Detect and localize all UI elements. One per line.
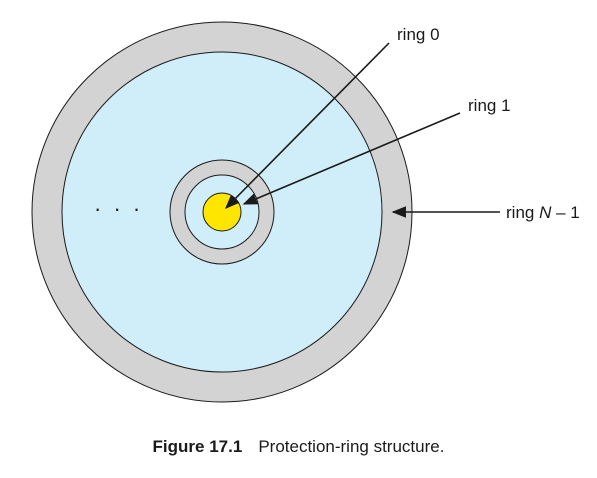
ring-n-suffix: – 1 — [551, 203, 579, 222]
ring-n-minus-1-label: ring N – 1 — [506, 203, 580, 222]
ring-0-arrow — [224, 42, 390, 210]
figure-number: Figure 17.1 — [152, 437, 243, 456]
ring-1-label: ring 1 — [468, 96, 511, 115]
ring-n-variable: N — [539, 203, 552, 222]
ring-1-arrow — [242, 112, 461, 205]
figure-caption: Figure 17.1 Protection-ring structure. — [0, 437, 597, 457]
ring-n-prefix: ring — [506, 203, 539, 222]
ring-0-label: ring 0 — [397, 25, 440, 44]
caption-text: Protection-ring structure. — [258, 437, 445, 456]
ring-ellipsis: · · · — [94, 196, 143, 221]
